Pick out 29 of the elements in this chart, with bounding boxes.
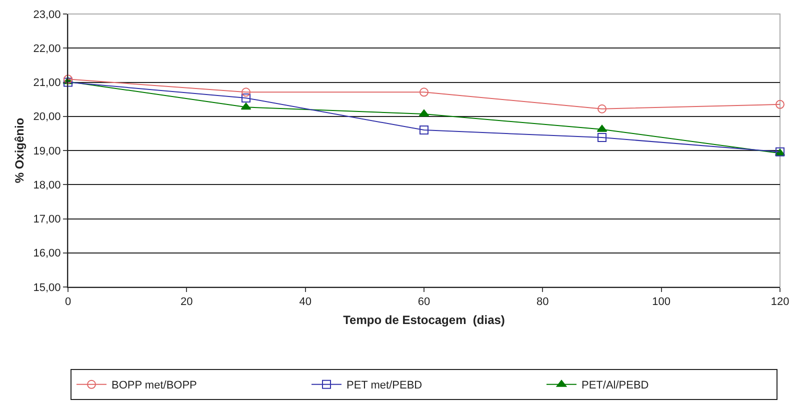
x-tick-label: 40: [299, 296, 312, 308]
x-tick-label: 20: [180, 296, 193, 308]
point: [242, 88, 250, 97]
y-tick-label: 23,00: [33, 8, 61, 21]
x-tick-label: 80: [536, 296, 549, 308]
y-tick-label: 20,00: [33, 111, 61, 124]
x-tick-label: 120: [770, 296, 790, 308]
point: [598, 104, 606, 114]
y-tick-label: 22,00: [33, 42, 61, 55]
y-tick-label: 21,00: [33, 77, 61, 90]
point: [420, 126, 428, 135]
legend-label: PET/Al/PEBD: [582, 380, 649, 392]
point: [598, 133, 606, 142]
y-axis-title: % Oxigênio: [12, 118, 27, 184]
point: [242, 93, 250, 102]
x-tick-label: 60: [418, 296, 430, 308]
x-tick-label: 0: [64, 296, 72, 308]
y-tick-label: 15,00: [33, 282, 61, 294]
legend-label: PET met/PEBD: [346, 380, 422, 392]
point: [776, 100, 784, 109]
y-tick-label: 17,00: [33, 214, 61, 226]
point: [64, 78, 72, 87]
point: [420, 88, 428, 97]
x-axis-title: Tempo de Estocagem (dias): [343, 313, 505, 328]
legend-label: BOPP met/BOPP: [112, 380, 197, 392]
y-tick-label: 19,00: [33, 145, 61, 158]
y-tick-label: 16,00: [33, 248, 61, 260]
y-tick-label: 18,00: [33, 179, 61, 192]
x-tick-label: 100: [652, 296, 671, 308]
